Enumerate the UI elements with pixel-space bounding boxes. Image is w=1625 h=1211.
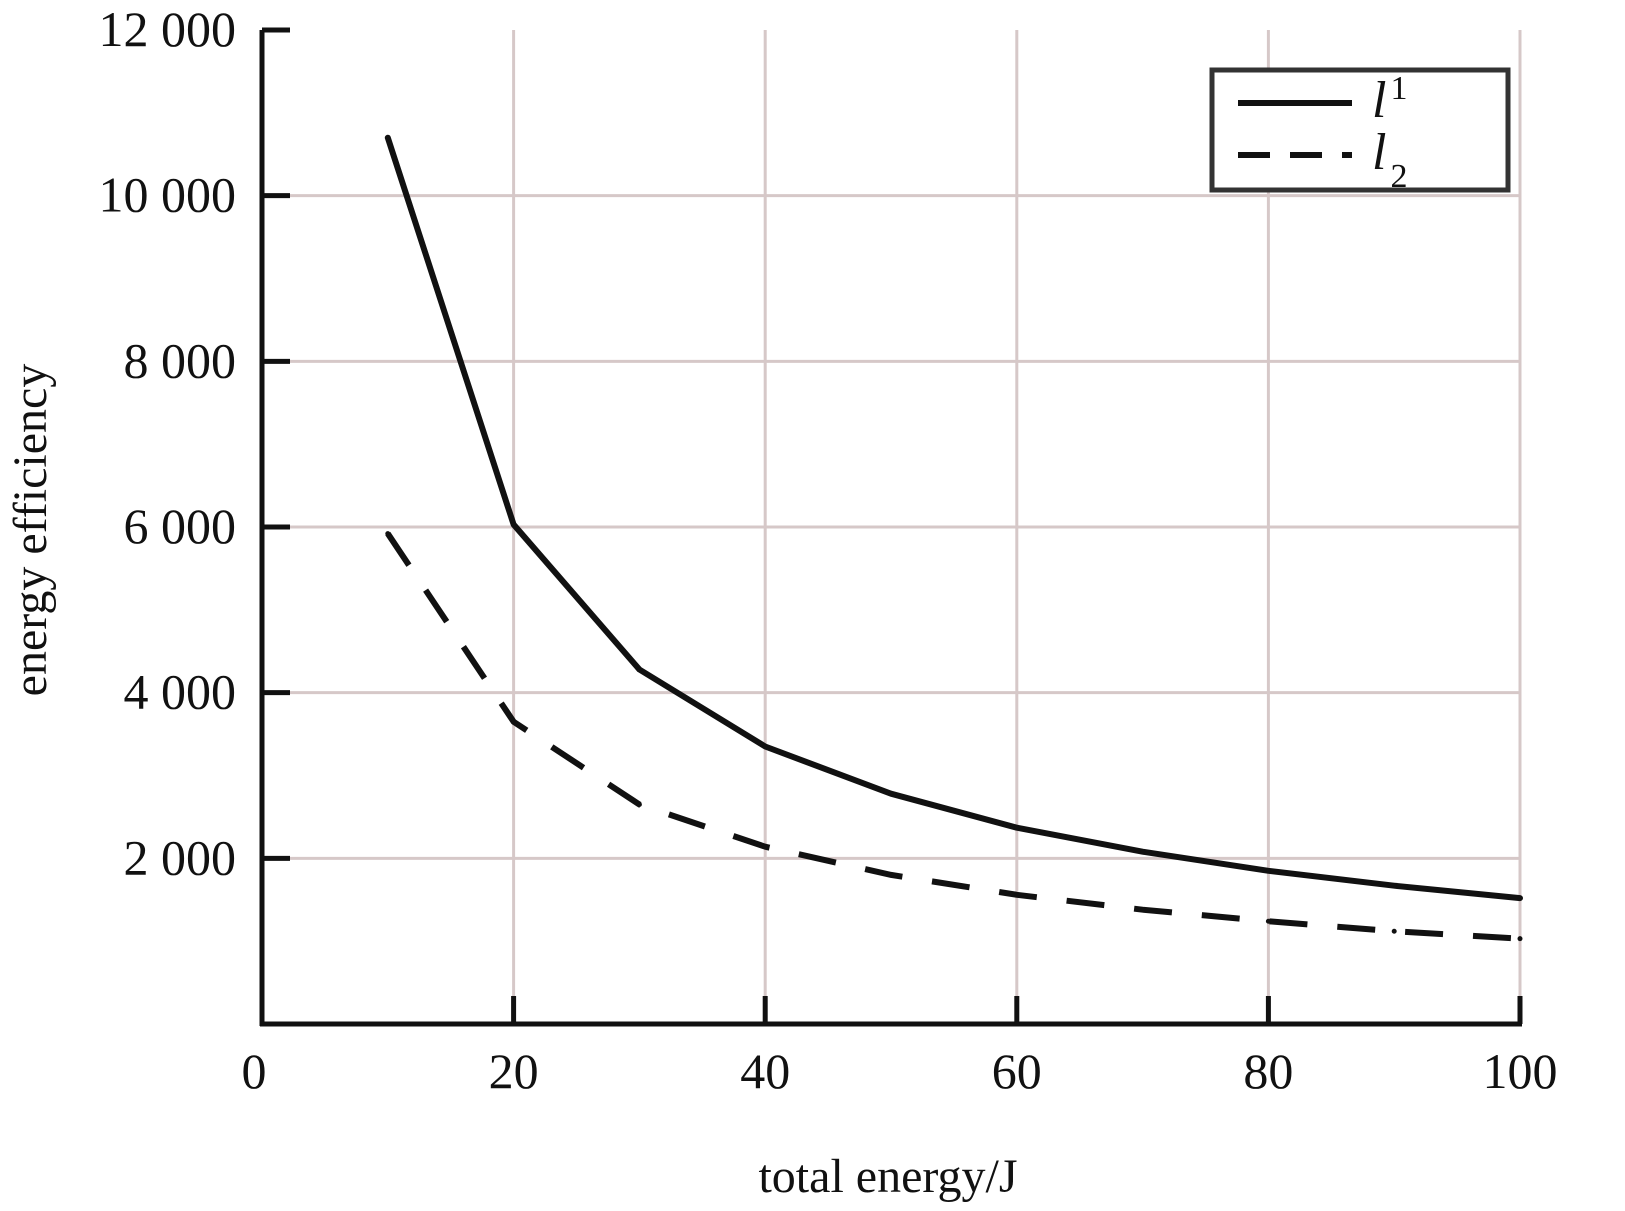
series-l2-point-2 bbox=[636, 801, 642, 807]
legend: l 1l 2 bbox=[1209, 67, 1511, 195]
series-l2-point-0 bbox=[385, 531, 391, 537]
y-tick-label-6000: 6 000 bbox=[124, 498, 237, 554]
series-l1-point-0 bbox=[385, 135, 391, 141]
legend-label-base: l bbox=[1372, 124, 1386, 181]
series-l2-line bbox=[385, 531, 1521, 942]
x-tick-label-20: 20 bbox=[489, 1043, 539, 1099]
x-tick-label-60: 60 bbox=[992, 1043, 1042, 1099]
series-l2-point-5 bbox=[1014, 892, 1020, 898]
y-tick-label-2000: 2 000 bbox=[124, 829, 237, 885]
gridlines bbox=[262, 30, 1522, 1024]
series-l2-point-9 bbox=[1517, 936, 1523, 942]
series-l1-line bbox=[384, 134, 1523, 902]
y-axis-label: energy efficiency bbox=[4, 364, 57, 697]
tick-labels: 2 000 4 000 6 000 8 000 10 000 12 000 0 20 40 60 8… bbox=[99, 1, 1558, 1099]
y-tick-label-8000: 8 000 bbox=[124, 332, 237, 388]
series-l1-point-3 bbox=[762, 744, 768, 750]
series-l1-point-5 bbox=[1014, 825, 1020, 831]
legend-label-base: l bbox=[1372, 72, 1386, 129]
series-l1-point-6 bbox=[1140, 849, 1146, 855]
series-l1-point-4 bbox=[888, 791, 894, 797]
series-layer bbox=[384, 134, 1523, 942]
legend-label-sub: 1 bbox=[1390, 70, 1407, 107]
x-tick-label-0: 0 bbox=[242, 1043, 267, 1099]
legend-label-sub: 2 bbox=[1390, 158, 1407, 195]
series-l1-point-2 bbox=[636, 666, 642, 672]
x-tick-label-80: 80 bbox=[1243, 1043, 1293, 1099]
x-tick-label-100: 100 bbox=[1483, 1043, 1558, 1099]
x-tick-label-40: 40 bbox=[740, 1043, 790, 1099]
legend-box bbox=[1209, 67, 1511, 193]
series-l2-point-3 bbox=[762, 844, 768, 850]
x-axis-label: total energy/J bbox=[758, 1150, 1017, 1203]
series-l2-point-1 bbox=[511, 719, 517, 725]
series-l2-point-8 bbox=[1391, 928, 1397, 934]
series-l2-point-6 bbox=[1140, 907, 1146, 913]
series-l1-point-9 bbox=[1517, 895, 1523, 901]
series-l2-point-7 bbox=[1265, 918, 1271, 924]
y-tick-label-4000: 4 000 bbox=[124, 664, 237, 720]
y-tick-label-12000: 12 000 bbox=[99, 1, 237, 57]
axes bbox=[259, 27, 1523, 1027]
series-l1-point-1 bbox=[511, 522, 517, 528]
series-l1-point-8 bbox=[1391, 883, 1397, 889]
series-l1-point-7 bbox=[1265, 868, 1271, 874]
y-tick-label-10000: 10 000 bbox=[99, 167, 237, 223]
series-l2-point-4 bbox=[888, 872, 894, 878]
